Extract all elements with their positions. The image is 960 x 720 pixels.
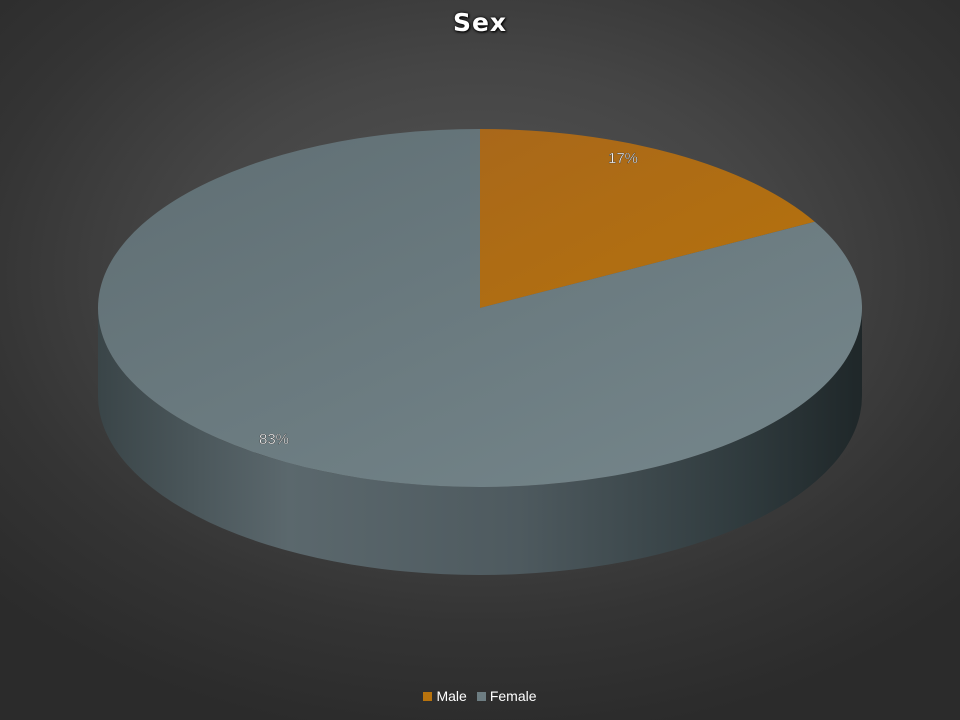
pie-slice-female [97, 129, 862, 487]
slice-label-female: 83% [259, 431, 289, 448]
legend-swatch-male [423, 691, 433, 701]
pie-slice-male [480, 129, 815, 308]
slice-label-male: 17% [608, 150, 638, 167]
legend-entry-male: Male [423, 688, 467, 704]
chart-title: Sex [452, 8, 508, 37]
legend-label-female: Female [489, 688, 537, 704]
pie-side-rim [98, 308, 862, 575]
legend-label-male: Male [436, 688, 467, 704]
chart-legend: Male Female [0, 688, 960, 704]
legend-entry-female: Female [476, 688, 537, 704]
legend-swatch-female [476, 691, 486, 701]
